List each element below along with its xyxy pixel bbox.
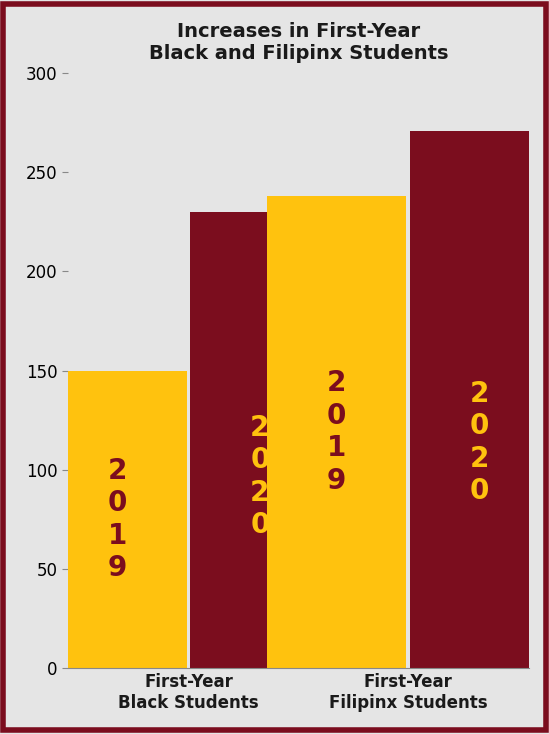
Text: 2
0
1
9: 2 0 1 9: [108, 457, 127, 582]
Bar: [191, 212, 329, 668]
Text: 2
0
2
0: 2 0 2 0: [469, 379, 489, 505]
Bar: [48, 371, 187, 668]
Bar: [410, 131, 548, 668]
Text: 2
0
1
9: 2 0 1 9: [327, 369, 346, 495]
Bar: [267, 196, 406, 668]
Text: 2
0
2
0: 2 0 2 0: [250, 414, 270, 539]
Title: Increases in First-Year
Black and Filipinx Students: Increases in First-Year Black and Filipi…: [149, 22, 448, 63]
